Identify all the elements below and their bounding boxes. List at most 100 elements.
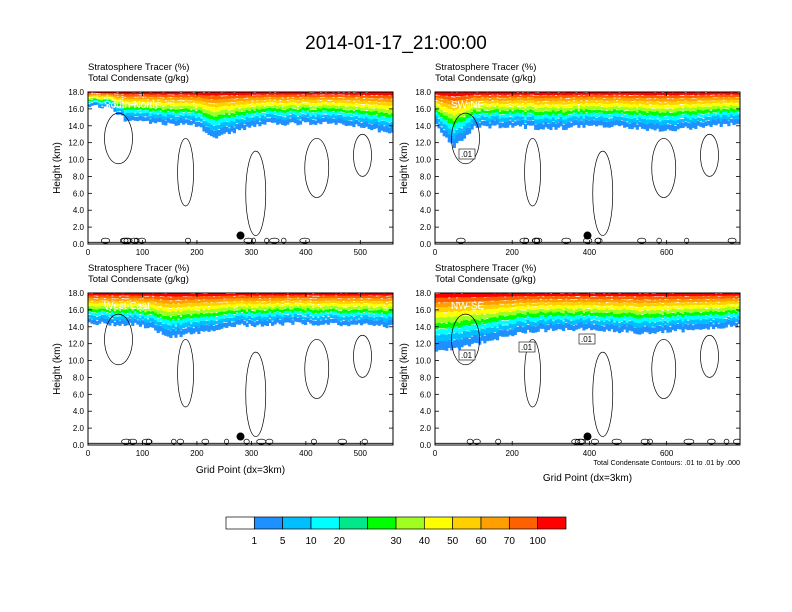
- figure-title: 2014-01-17_21:00:00: [305, 33, 487, 54]
- tracer-cell: [263, 294, 267, 299]
- tracer-cell: [103, 311, 107, 315]
- tracer-cell: [684, 100, 688, 104]
- tracer-cell: [447, 117, 451, 124]
- tracer-cell: [437, 104, 441, 108]
- tracer-cell: [551, 97, 556, 101]
- tracer-cell: [722, 307, 726, 312]
- panel-title-line1: Stratosphere Tracer (%): [88, 62, 189, 73]
- tracer-cell: [301, 99, 305, 102]
- tracer-cell: [620, 317, 624, 322]
- tracer-cell: [541, 92, 545, 96]
- tracer-cell: [559, 98, 563, 101]
- tracer-cell: [544, 101, 548, 104]
- tracer-cell: [337, 303, 341, 307]
- tracer-cell: [281, 118, 285, 126]
- tracer-cell: [263, 312, 267, 317]
- tracer-cell: [121, 315, 125, 319]
- tracer-cell: [182, 115, 186, 120]
- tracer-cell: [253, 92, 257, 95]
- tracer-cell: [689, 119, 693, 124]
- tracer-cell: [490, 102, 495, 107]
- tracer-cell: [465, 99, 469, 103]
- tracer-cell: [187, 316, 191, 322]
- tracer-cell: [93, 318, 97, 325]
- tracer-cell: [465, 331, 469, 337]
- tracer-cell: [255, 95, 259, 98]
- tracer-cell: [164, 304, 168, 308]
- tracer-cell: [541, 97, 545, 102]
- tracer-cell: [516, 296, 520, 300]
- tracer-cell: [189, 296, 193, 300]
- tracer-cell: [490, 332, 495, 341]
- tracer-cell: [309, 311, 313, 316]
- tracer-cell: [240, 318, 244, 324]
- tracer-cell: [722, 293, 726, 296]
- tracer-cell: [192, 293, 196, 297]
- tracer-cell: [635, 318, 639, 323]
- tracer-cell: [255, 105, 259, 109]
- tracer-cell: [686, 106, 690, 111]
- tracer-cell: [250, 96, 254, 101]
- tracer-cell: [473, 304, 477, 310]
- y-tick-label: 16.0: [415, 105, 431, 114]
- tracer-cell: [288, 302, 292, 306]
- location-marker: [583, 231, 592, 240]
- tracer-cell: [564, 98, 568, 102]
- tracer-cell: [329, 94, 333, 98]
- tracer-cell: [293, 310, 298, 314]
- tracer-cell: [610, 118, 614, 122]
- tracer-cell: [126, 93, 130, 97]
- tracer-cell: [263, 100, 267, 103]
- tracer-cell: [455, 298, 459, 302]
- tracer-cell: [174, 109, 178, 113]
- tracer-cell: [460, 113, 464, 118]
- tracer-cell: [643, 100, 647, 105]
- tracer-cell: [151, 116, 155, 123]
- tracer-cell: [151, 100, 155, 103]
- y-tick-label: 6.0: [420, 189, 432, 198]
- tracer-cell: [462, 117, 467, 121]
- tracer-cell: [319, 303, 323, 307]
- tracer-cell: [354, 119, 359, 125]
- tracer-cell: [321, 318, 325, 325]
- tracer-cell: [138, 92, 142, 95]
- tracer-cell: [485, 297, 489, 301]
- tracer-cell: [559, 315, 563, 320]
- tracer-cell: [447, 134, 451, 143]
- tracer-cell: [204, 116, 209, 122]
- tracer-cell: [370, 298, 374, 301]
- tracer-cell: [337, 101, 341, 106]
- tracer-cell: [440, 104, 444, 110]
- y-tick-label: 14.0: [68, 323, 84, 332]
- tracer-cell: [232, 317, 237, 322]
- tracer-cell: [518, 110, 523, 114]
- tracer-cell: [518, 103, 523, 107]
- tracer-cell: [382, 102, 386, 106]
- tracer-cell: [554, 124, 558, 130]
- contour-line: [651, 138, 677, 198]
- tracer-cell: [590, 103, 594, 107]
- tracer-cell: [470, 329, 474, 336]
- tracer-cell: [260, 295, 264, 299]
- tracer-cell: [724, 300, 728, 305]
- tracer-cell: [110, 298, 115, 301]
- tracer-cell: [390, 94, 393, 99]
- tracer-cell: [225, 101, 229, 106]
- tracer-cell: [268, 307, 272, 312]
- tracer-cell: [230, 109, 234, 113]
- tracer-cell: [260, 307, 264, 311]
- tracer-cell: [579, 300, 584, 305]
- tracer-cell: [202, 325, 206, 332]
- tracer-cell: [455, 302, 459, 307]
- tracer-cell: [146, 116, 150, 121]
- tracer-cell: [483, 113, 487, 117]
- tracer-cell: [696, 105, 700, 110]
- tracer-cell: [584, 94, 589, 98]
- tracer-cell: [437, 95, 441, 98]
- tracer-cell: [574, 94, 578, 98]
- tracer-cell: [475, 319, 479, 324]
- tracer-cell: [316, 300, 320, 304]
- tracer-cell: [582, 118, 586, 123]
- tracer-cell: [546, 319, 550, 325]
- tracer-cell: [237, 297, 242, 301]
